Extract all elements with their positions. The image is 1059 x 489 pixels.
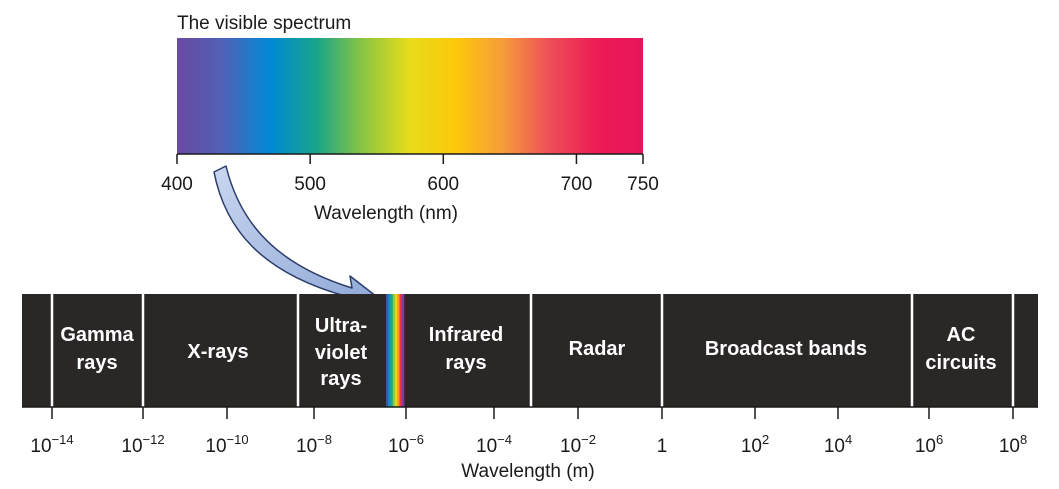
rainbow-stripe <box>388 294 391 407</box>
visible-spectrum-gradient <box>177 38 643 154</box>
em-tick-label: 10−6 <box>388 432 424 457</box>
em-tick-label: 104 <box>824 432 852 457</box>
rainbow-stripe <box>401 294 405 407</box>
visible-band-rainbow <box>386 294 405 407</box>
visible-tick-label: 750 <box>627 174 659 195</box>
em-tick-label: 102 <box>741 432 769 457</box>
em-tick-label: 10−8 <box>296 432 332 457</box>
band-gamma-rays: Gamma rays <box>60 324 134 374</box>
em-band-dividers <box>50 294 1015 407</box>
band-label-line: X-rays <box>187 341 248 363</box>
em-tick-label: 106 <box>915 432 943 457</box>
band-label-line: rays <box>445 352 486 374</box>
em-tick-label: 10−12 <box>121 432 164 457</box>
em-spectrum-axis-title: Wavelength (m) <box>461 461 594 482</box>
visible-tick-label: 700 <box>561 174 593 195</box>
band-ac-circuits: AC circuits <box>925 324 996 374</box>
rainbow-stripe <box>392 294 396 407</box>
band-label-line: circuits <box>925 352 996 374</box>
band-label-line: rays <box>76 352 117 374</box>
rainbow-stripe <box>399 294 403 407</box>
em-tick-label: 10−10 <box>205 432 248 457</box>
em-tick-label: 108 <box>999 432 1027 457</box>
band-infrared-rays: Infrared rays <box>429 324 503 374</box>
em-tick-label: 1 <box>657 436 668 457</box>
rainbow-stripe <box>397 294 400 407</box>
rainbow-stripe <box>386 294 389 407</box>
band-label-line: Infrared <box>429 324 503 346</box>
visible-tick-label: 600 <box>427 174 459 195</box>
visible-spectrum-axis-title: Wavelength (nm) <box>314 203 458 224</box>
visible-spectrum-title: The visible spectrum <box>177 13 351 34</box>
band-broadcast-bands: Broadcast bands <box>705 338 867 360</box>
rainbow-stripe <box>395 294 398 407</box>
band-label-line: Broadcast bands <box>705 338 867 360</box>
band-ultra-violet-rays: Ultra-violet rays <box>315 315 368 390</box>
em-spectrum-ticks: 10−14 10−12 10−10 10−8 10−6 10−4 10−2 1 102 104 10… <box>30 407 1027 457</box>
visible-spectrum-ticks: 400 500 600 700 750 <box>161 154 659 195</box>
visible-tick-label: 400 <box>161 174 193 195</box>
band-label-line: AC <box>947 324 976 346</box>
visible-tick-label: 500 <box>294 174 326 195</box>
band-label-line: Gamma <box>60 324 134 346</box>
band-label-line: Ultra- <box>315 315 367 337</box>
em-tick-label: 10−2 <box>560 432 596 457</box>
em-band-labels: Gamma rays X-rays Ultra-violet rays Infrared r… <box>60 315 996 390</box>
band-radar: Radar <box>569 338 626 360</box>
band-label-line: Radar <box>569 338 626 360</box>
em-tick-label: 10−14 <box>30 432 73 457</box>
rainbow-stripe <box>390 294 394 407</box>
band-label-line: violet <box>315 342 368 364</box>
em-tick-label: 10−4 <box>476 432 512 457</box>
band-label-line: rays <box>320 368 361 390</box>
band-x-rays: X-rays <box>187 341 248 363</box>
